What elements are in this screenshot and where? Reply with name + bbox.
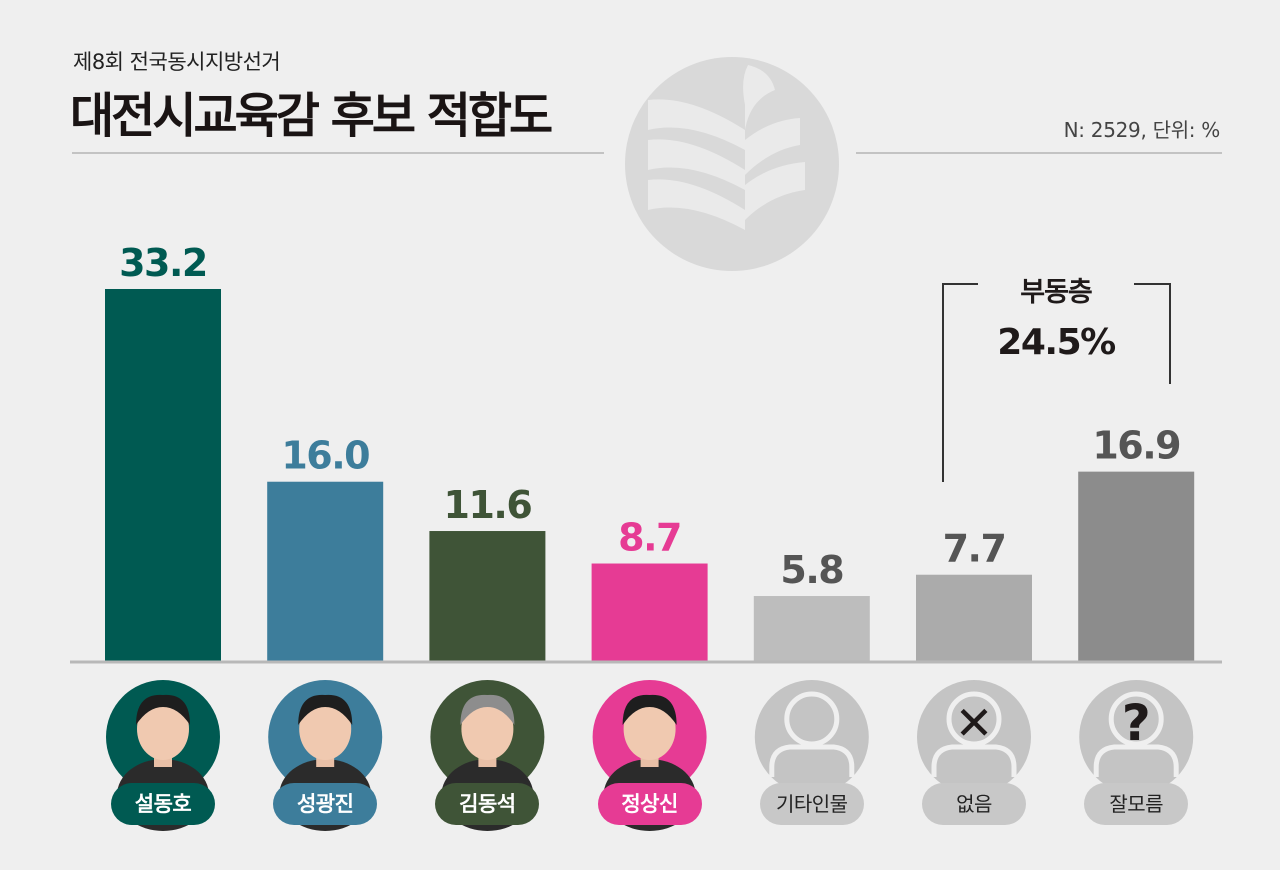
person-body-icon	[931, 744, 1017, 777]
value-label-unknown: 16.9	[1092, 424, 1180, 468]
person-body-icon	[769, 744, 855, 777]
undecided-value: 24.5%	[997, 322, 1116, 363]
bar-jeong-sangsin	[591, 563, 708, 661]
value-label-seong-gwangjin: 16.0	[281, 434, 369, 478]
bar-seong-gwangjin	[267, 481, 384, 661]
person-head-icon	[946, 691, 1002, 747]
wheat-logo-watermark	[625, 57, 839, 271]
person-head-icon	[1108, 691, 1164, 747]
bar-none	[916, 574, 1032, 661]
portrait-face-icon	[299, 698, 352, 760]
name-label-seol-dongho: 설동호	[111, 783, 215, 825]
bar-seol-dongho	[105, 289, 221, 661]
portrait-hair-icon	[460, 694, 515, 725]
head-fill	[952, 697, 996, 741]
undecided-bracket	[942, 283, 1171, 482]
name-label-kim-dongseok: 김동석	[435, 783, 540, 825]
person-head-icon	[784, 691, 840, 747]
name-label-jeong-sangsin: 정상신	[597, 783, 702, 825]
chart-title: 대전시교육감 후보 적합도	[70, 88, 553, 144]
person-body-icon	[1093, 744, 1179, 777]
value-label-kim-dongseok: 11.6	[444, 483, 532, 527]
x-mark-icon: ✕	[955, 696, 994, 750]
value-label-none: 7.7	[943, 527, 1006, 571]
value-label-seol-dongho: 33.2	[119, 241, 207, 285]
value-label-other-person: 5.8	[780, 548, 843, 592]
bar-kim-dongseok	[429, 531, 546, 661]
name-label-none: 없음	[922, 783, 1026, 825]
portrait-face-icon	[623, 698, 676, 760]
head-fill	[1114, 697, 1159, 741]
value-label-jeong-sangsin: 8.7	[618, 516, 681, 560]
portrait-face-icon	[461, 698, 514, 760]
name-label-seong-gwangjin: 성광진	[273, 783, 378, 825]
portrait-hair-icon	[136, 694, 190, 725]
sample-size-unit: N: 2529, 단위: %	[1063, 118, 1221, 142]
portrait-hair-icon	[622, 694, 677, 725]
name-label-other-person: 기타인물	[759, 783, 864, 825]
header-rule-left	[72, 152, 604, 154]
chart-subtitle: 제8회 전국동시지방선거	[73, 50, 281, 74]
name-label-unknown: 잘모름	[1084, 783, 1189, 825]
header-rule-right	[856, 152, 1222, 154]
undecided-label: 부동층	[1020, 277, 1093, 308]
question-mark-icon: ?	[1122, 694, 1151, 752]
bar-unknown	[1078, 471, 1195, 661]
portrait-hair-icon	[298, 694, 353, 725]
avatar-other-person	[754, 680, 869, 794]
portrait-face-icon	[137, 698, 189, 760]
bar-other-person	[753, 596, 870, 661]
